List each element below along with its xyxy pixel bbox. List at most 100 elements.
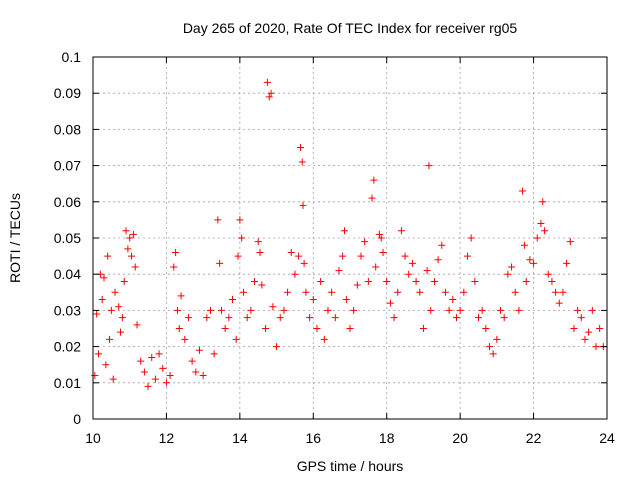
data-point-marker [98,296,106,304]
data-point-marker [162,379,170,387]
y-tick-label: 0.09 [54,85,81,101]
data-point-marker [350,306,358,314]
data-point-marker [118,314,126,322]
data-point-marker [515,306,523,314]
data-point-marker [379,248,387,256]
data-point-marker [91,372,99,380]
data-point-marker [581,335,589,343]
data-point-marker [229,296,237,304]
data-point-marker [452,314,460,322]
data-point-marker [588,306,596,314]
data-point-marker [467,234,475,242]
data-point-marker [188,357,196,365]
data-point-marker [324,306,332,314]
data-point-marker [526,256,534,264]
data-point-marker [309,296,317,304]
data-point-marker [210,350,218,358]
data-point-marker [482,325,490,332]
y-tick-label: 0.08 [54,121,81,137]
data-point-marker [313,325,321,332]
data-point-marker [364,277,372,285]
data-point-marker [566,238,574,246]
data-point-marker [295,252,303,260]
data-point-marker [555,299,563,307]
data-point-marker [346,325,354,332]
data-point-marker [441,288,449,296]
grid [93,57,607,419]
data-point-marker [236,216,244,224]
y-tick-label: 0.04 [54,266,81,282]
data-point-marker [460,288,468,296]
data-point-marker [449,296,457,304]
x-tick-label: 12 [159,430,175,446]
x-tick-label: 20 [452,430,468,446]
data-point-marker [340,227,348,235]
data-point-marker [419,325,427,332]
data-point-marker [500,314,508,322]
x-tick-label: 18 [379,430,395,446]
data-point-marker [243,314,251,322]
data-point-marker [320,335,328,343]
y-tick-label: 0.07 [54,158,81,174]
data-point-marker [383,277,391,285]
data-point-marker [216,259,224,267]
data-point-marker [106,335,114,343]
data-point-marker [177,292,185,300]
data-point-marker [102,361,110,369]
data-point-marker [471,277,479,285]
data-point-marker [522,277,530,285]
data-point-marker [93,310,101,318]
data-point-marker [284,288,292,296]
axis-ticks: 10 12 14 16 18 20 22 24 0 0.01 0.02 0.03 0.04 0.05 0.0… [54,49,615,446]
data-point-marker [475,314,482,322]
data-point-marker [423,267,431,275]
data-point-marker [544,270,552,278]
data-point-marker [302,288,310,296]
data-point-marker [401,252,409,260]
data-point-marker [206,306,214,314]
data-point-marker [463,252,471,260]
data-point-marker [140,368,148,376]
data-point-marker [225,314,233,322]
data-point-marker [129,230,137,238]
data-point-marker [353,281,361,289]
data-point-marker [592,343,600,351]
data-point-marker [199,372,207,380]
data-point-marker [390,314,398,322]
data-point-marker [184,314,192,322]
data-point-marker [486,343,494,351]
data-point-marker [397,227,405,235]
data-point-marker [296,144,304,151]
data-point-marker [585,328,593,336]
data-point-marker [445,306,453,314]
x-tick-label: 10 [85,430,101,446]
data-point-marker [300,259,308,267]
data-point-marker [317,277,325,285]
data-point-marker [370,176,378,184]
data-point-marker [489,350,497,358]
data-point-marker [552,288,560,296]
data-point-marker [287,248,295,256]
data-point-marker [276,314,284,322]
data-point-marker [291,270,299,278]
data-point-marker [111,288,119,296]
data-point-marker [267,89,275,97]
data-point-marker [438,241,446,249]
data-point-marker [254,238,262,246]
y-tick-label: 0 [73,411,81,427]
data-point-marker [375,230,383,238]
data-point-marker [427,306,435,314]
data-point-marker [570,325,578,332]
data-point-marker [148,353,156,361]
chart-title: Day 265 of 2020, Rate Of TEC Index for r… [183,20,518,36]
data-point-marker [175,325,183,332]
data-point-marker [137,357,145,365]
data-point-marker [166,372,174,380]
data-point-marker [596,325,604,332]
data-point-marker [331,314,339,322]
data-point-marker [232,335,240,343]
data-point-marker [508,263,516,271]
data-point-marker [159,364,167,372]
y-tick-label: 0.01 [54,375,81,391]
data-point-marker [117,328,125,336]
